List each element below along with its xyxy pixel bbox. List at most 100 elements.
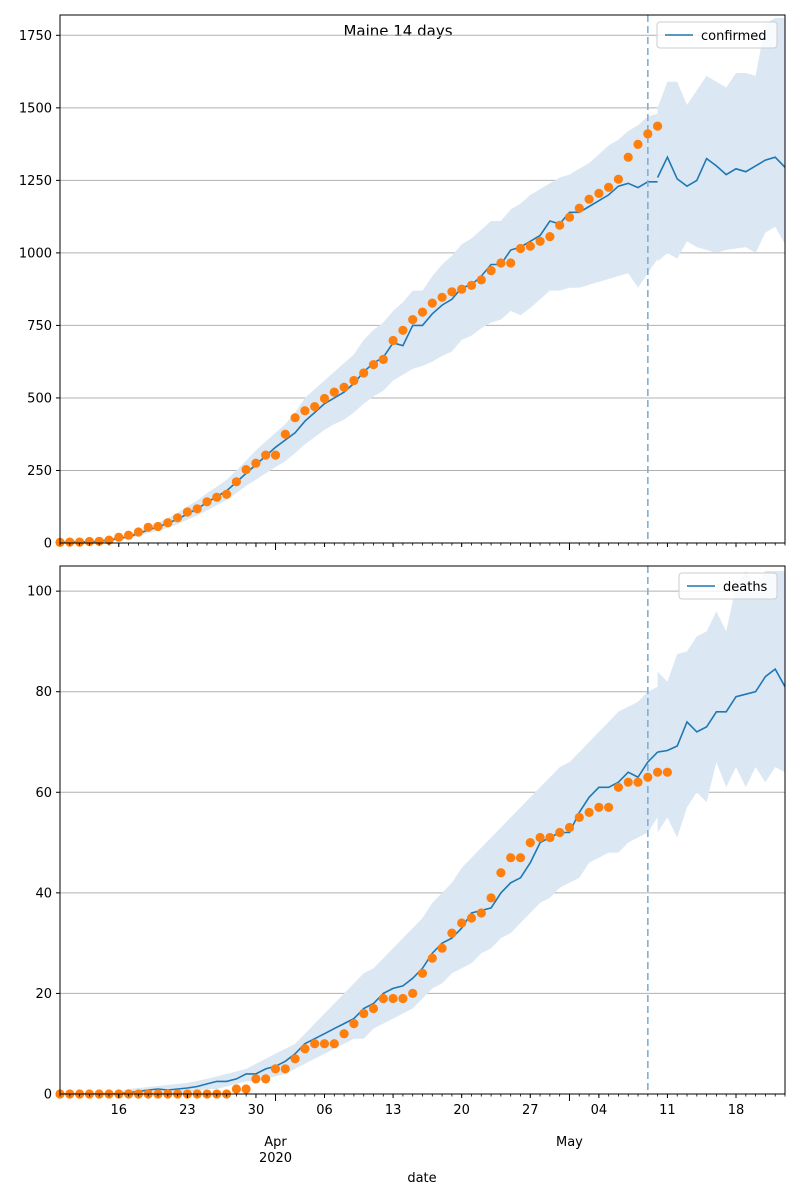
y-tick-label: 0 <box>44 537 52 552</box>
deaths-observed-point <box>535 832 545 843</box>
y-tick-label: 500 <box>27 391 52 406</box>
deaths-observed-point <box>319 1039 330 1049</box>
confirmed-observed-point <box>398 325 408 335</box>
deaths-observed-point <box>339 1029 349 1039</box>
deaths-observed-point <box>231 1084 241 1094</box>
deaths-observed-point <box>310 1039 320 1049</box>
confirmed-observed-point <box>133 527 143 537</box>
deaths-observed-point <box>290 1054 300 1064</box>
confirmed-observed-point <box>153 521 163 532</box>
confirmed-observed-point <box>525 241 535 251</box>
confirmed-observed-point <box>574 203 584 213</box>
confirmed-observed-point <box>466 280 477 290</box>
confirmed-observed-point <box>231 477 241 487</box>
confirmed-observed-point <box>515 243 526 254</box>
deaths-observed-point <box>525 838 535 848</box>
confirmed-observed-point <box>447 287 457 297</box>
confirmed-forecast-line <box>656 155 785 188</box>
y-tick-label: 1500 <box>19 101 52 116</box>
deaths-observed-point <box>300 1044 310 1054</box>
y-tick-label: 0 <box>44 1088 52 1103</box>
deaths-observed-point <box>574 812 584 823</box>
deaths-observed-point <box>417 968 428 978</box>
deaths-legend <box>678 572 778 600</box>
deaths-observed-point <box>241 1084 251 1094</box>
x-tick-label: 30 <box>248 1103 265 1118</box>
x-tick-label: 23 <box>179 1103 196 1118</box>
confirmed-observed-point <box>319 393 330 404</box>
confirmed-observed-point <box>202 497 212 507</box>
confirmed-observed-point <box>143 522 153 532</box>
x-month-label: Apr <box>264 1135 287 1150</box>
deaths-observed-point <box>476 908 486 918</box>
deaths-observed-point <box>398 993 408 1004</box>
confirmed-observed-point <box>329 387 339 397</box>
deaths-observed-point <box>584 807 594 818</box>
confirmed-observed-point <box>270 450 281 460</box>
x-tick-label: 20 <box>453 1103 470 1118</box>
confirmed-observed-point <box>604 182 614 192</box>
confirmed-observed-point <box>251 458 261 468</box>
deaths-observed-point <box>643 772 653 782</box>
deaths-observed-point <box>486 893 496 903</box>
confirmed-observed-point <box>417 307 428 317</box>
confirmed-observed-point <box>437 292 447 302</box>
confirmed-observed-point <box>84 536 94 547</box>
deaths-observed-point <box>633 777 643 787</box>
confirmed-observed-point <box>535 236 545 246</box>
confirmed-observed-point <box>378 354 388 364</box>
confirmed-observed-point <box>613 174 624 184</box>
confirmed-observed-point <box>476 275 486 285</box>
confirmed-observed-point <box>75 537 85 547</box>
x-tick-label: 18 <box>728 1103 745 1118</box>
confirmed-observed-point <box>633 139 643 149</box>
deaths-observed-point <box>653 767 663 777</box>
confirmed-observed-point <box>280 429 290 439</box>
x-tick-label: 04 <box>591 1103 608 1118</box>
confirmed-observed-point <box>94 536 104 546</box>
confirmed-observed-point <box>506 258 516 268</box>
deaths-observed-point <box>378 993 388 1004</box>
confirmed-observed-point <box>457 284 467 294</box>
y-tick-label: 60 <box>35 786 52 801</box>
confirmed-observed-point <box>163 518 173 528</box>
deaths-legend-label: deaths <box>723 580 768 595</box>
deaths-observed-point <box>368 1003 379 1014</box>
y-tick-label: 1750 <box>19 29 52 44</box>
confirmed-observed-point <box>643 129 653 139</box>
confirmed-legend-label: confirmed <box>701 29 767 44</box>
x-year-label: 2020 <box>259 1151 292 1166</box>
y-tick-label: 1000 <box>19 246 52 261</box>
x-tick-label: 27 <box>522 1103 539 1118</box>
deaths-observed-point <box>623 777 633 787</box>
confirmed-panel: 0 250 500 750 1000 1250 1500 1750 confirmed <box>19 14 786 552</box>
confirmed-observed-point <box>300 406 310 416</box>
confirmed-observed-point <box>584 194 594 204</box>
deaths-observed-point <box>555 827 565 838</box>
confirmed-observed-point <box>349 375 359 386</box>
confirmed-observed-point <box>623 152 633 162</box>
confirmed-observed-point <box>241 465 251 475</box>
deaths-observed-point <box>349 1019 359 1029</box>
deaths-observed-point <box>564 822 575 833</box>
deaths-observed-point <box>270 1064 281 1074</box>
x-axis-label: date <box>407 1171 436 1186</box>
y-tick-label: 20 <box>35 987 52 1002</box>
confirmed-forecast-band <box>657 17 785 262</box>
confirmed-observed-point <box>496 258 506 268</box>
deaths-observed-point <box>466 913 477 923</box>
deaths-observed-point <box>613 782 624 792</box>
deaths-observed-point <box>496 868 506 878</box>
confirmed-observed-point <box>173 513 183 523</box>
deaths-observed-point <box>662 767 673 777</box>
confirmed-observed-point <box>486 266 496 276</box>
deaths-observed-point <box>329 1039 339 1049</box>
confirmed-observed-point <box>261 450 271 460</box>
deaths-observed-point <box>457 918 467 928</box>
y-tick-label: 40 <box>35 886 52 901</box>
confirmed-observed-point <box>124 530 134 540</box>
x-tick-label: 06 <box>316 1103 333 1118</box>
confirmed-observed-point <box>339 382 349 392</box>
x-tick-label: 11 <box>659 1103 676 1118</box>
